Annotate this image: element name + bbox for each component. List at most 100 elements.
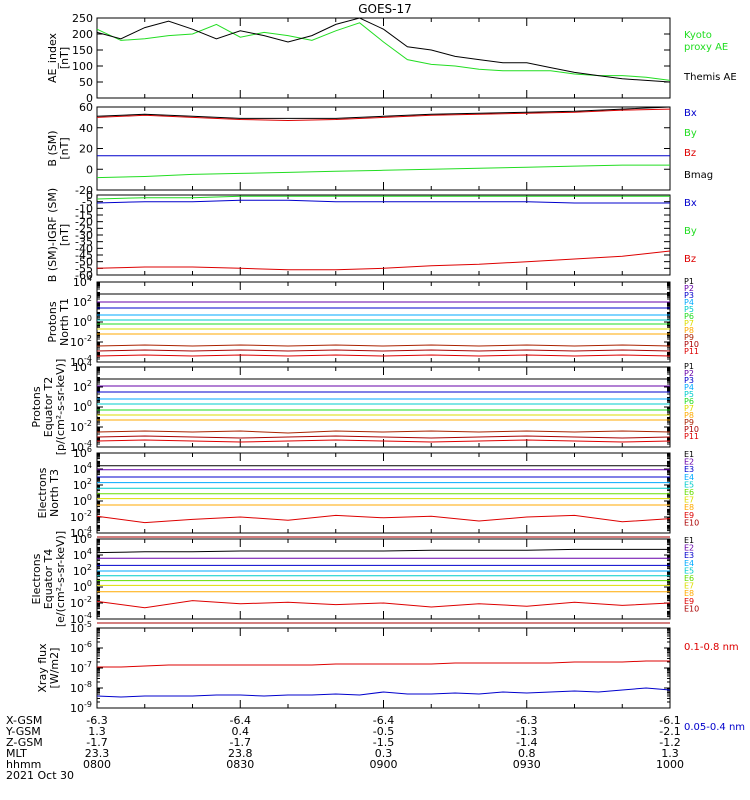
x-axis-row-value: 23.3: [85, 747, 110, 760]
legend-label: E6: [684, 488, 694, 497]
y-axis-label: ElectronsEquator T4[e/(cm²-s-sr-keV)]: [30, 531, 67, 627]
x-axis-row-value: 1.3: [661, 747, 679, 760]
x-axis-row-value: 0.8: [518, 747, 536, 760]
y-axis-label-line: Electrons: [36, 467, 49, 518]
y-tick-label: 100: [73, 314, 92, 329]
y-tick-label: 104: [73, 274, 92, 289]
y-axis-label: ProtonsNorth T1: [46, 298, 71, 346]
y-tick-label: 102: [73, 563, 92, 578]
legend-label: P6: [684, 312, 694, 321]
series-line-e9: [96, 514, 671, 524]
series-line-kyoto-proxy-ae: [96, 22, 671, 81]
y-axis-label-line: B (SM): [46, 130, 59, 166]
x-axis-row-label: X-GSM: [6, 714, 42, 727]
y-tick-label: 150: [72, 44, 93, 57]
x-axis-row-label: Z-GSM: [6, 736, 43, 749]
legend-label: E4: [684, 473, 694, 482]
legend-label: E10: [684, 604, 699, 613]
y-axis-label-line: [nT]: [58, 137, 71, 159]
y-tick-label: 10-5: [70, 620, 92, 635]
legend-label: By: [684, 128, 697, 139]
y-tick-label: 60: [79, 101, 93, 114]
legend-label: P1: [684, 277, 694, 286]
y-axis-label-line: AE_index: [46, 32, 59, 83]
series-line-bx: [96, 199, 670, 204]
y-tick-label: -55: [75, 262, 93, 275]
legend-label: P4: [684, 298, 694, 307]
legend-label: E1: [684, 536, 694, 545]
y-tick-label: -40: [75, 242, 93, 255]
x-axis-row-value: 0.3: [375, 747, 393, 760]
legend-label: E3: [684, 551, 694, 560]
legend-label: Bz: [684, 148, 696, 159]
legend-label: P5: [684, 305, 694, 314]
series-line-bz: [96, 250, 671, 271]
series-line-bmag: [96, 106, 671, 119]
y-axis-label-line: Equator T4: [42, 549, 55, 609]
legend-label: proxy AE: [684, 42, 728, 53]
x-axis-row-value: -1.7: [230, 736, 251, 749]
panel-5: 10-4 10-2 100 102 104 ProtonsEquator T2[p/(cm…: [30, 359, 699, 456]
series-line-p9: [96, 344, 671, 347]
legend-label: Bx: [684, 108, 697, 119]
legend-label: P9: [684, 333, 694, 342]
legend-label: E4: [684, 559, 694, 568]
y-axis-label-line: [nT]: [58, 47, 71, 69]
legend-label: P7: [684, 404, 694, 413]
legend-label: Bz: [684, 254, 696, 265]
y-axis-label-line: B (SM)-IGRF (SM): [46, 188, 59, 282]
y-tick-label: 102: [73, 477, 92, 492]
y-axis-label: Xray flux[W/m2]: [36, 643, 61, 693]
legend-label: P8: [684, 411, 694, 420]
y-axis-label: ElectronsNorth T3: [36, 467, 61, 518]
y-axis-label-line: Equator T2: [42, 377, 55, 437]
y-tick-label: 10-2: [70, 334, 92, 349]
series-line-themis-ae: [96, 17, 671, 83]
x-axis-row-value: 1000: [656, 758, 684, 771]
panel-frame: [96, 194, 671, 276]
legend-label: E2: [684, 458, 694, 467]
legend-label: E7: [684, 582, 694, 591]
legend-label: E1: [684, 450, 694, 459]
panel-8: 10-9 10-8 10-7 10-6 10-5 Xray flux[W/m2] 0.1-0…: [36, 620, 745, 733]
x-axis-row-value: -1.5: [373, 736, 394, 749]
x-axis-table: X-GSM -6.3 -6.4 -6.4 -6.3 -6.1 Y-GSM 1.3 0.4 -0.5…: [5, 714, 684, 782]
legend-label: E9: [684, 597, 694, 606]
panel-frame: [96, 17, 671, 99]
y-tick-label: 10-6: [70, 640, 92, 655]
x-axis-row-value: 0.4: [232, 725, 250, 738]
x-axis-row-value: -6.1: [659, 714, 680, 727]
legend-label: P1: [684, 362, 694, 371]
series-line-p10: [96, 349, 671, 352]
y-axis-label-line: [e/(cm²-s-sr-keV)]: [54, 531, 67, 627]
series-line-by: [96, 164, 670, 179]
y-tick-label: 104: [73, 359, 92, 374]
legend-label: P3: [684, 291, 694, 300]
y-tick-label: 40: [79, 122, 93, 135]
y-tick-label: 10-8: [70, 680, 92, 695]
y-tick-label: 10-2: [70, 419, 92, 434]
y-axis-label-line: Protons: [46, 301, 59, 342]
y-tick-label: 50: [79, 76, 93, 89]
legend-label: P9: [684, 418, 694, 427]
legend-label: E8: [684, 503, 694, 512]
legend-label: Bmag: [684, 170, 713, 181]
legend-label: E5: [684, 566, 694, 575]
y-tick-label: 100: [73, 493, 92, 508]
legend-label: E7: [684, 496, 694, 505]
panel-3: -60-55-50-45-40-35-30-25-20-15-10-50B (S…: [46, 188, 697, 282]
legend-label: P11: [684, 347, 699, 356]
y-tick-label: 106: [73, 531, 92, 546]
y-tick-label: 10-4: [70, 525, 92, 540]
legend-label: P10: [684, 425, 699, 434]
y-tick-label: 250: [72, 12, 93, 25]
y-tick-label: -20: [75, 184, 93, 197]
legend-label: P2: [684, 369, 694, 378]
legend-label: E10: [684, 518, 699, 527]
x-axis-row-value: 0900: [370, 758, 398, 771]
x-axis-row-value: 1.3: [88, 725, 106, 738]
y-tick-label: -50: [75, 256, 93, 269]
y-tick-label: 10-4: [70, 439, 92, 454]
